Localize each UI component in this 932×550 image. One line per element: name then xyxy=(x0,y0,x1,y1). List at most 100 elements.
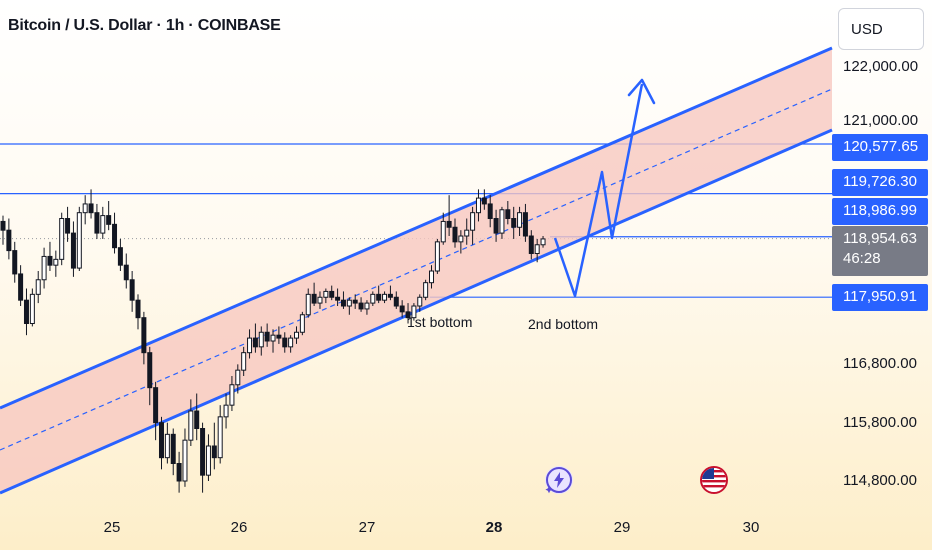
candle-body xyxy=(47,255,53,266)
projection-arrowhead xyxy=(627,78,656,105)
candle-body xyxy=(499,209,505,234)
x-tick-label: 25 xyxy=(103,519,121,536)
candle-body xyxy=(59,218,65,260)
candle-body xyxy=(294,331,299,339)
candle-body xyxy=(376,293,382,301)
candle-body xyxy=(94,212,100,234)
x-tick-label: 26 xyxy=(230,519,248,536)
candle-body xyxy=(200,428,206,476)
candle-body xyxy=(458,235,464,243)
candle-body xyxy=(423,282,429,298)
currency-selector[interactable]: USD xyxy=(838,8,924,50)
candle-body xyxy=(223,404,229,418)
candle-body xyxy=(252,337,258,348)
candle-body xyxy=(112,223,118,249)
channel-fill xyxy=(0,48,832,493)
y-tick-label: 122,000.00 xyxy=(843,58,919,75)
y-tick-label: 115,800.00 xyxy=(843,414,917,431)
candle-body xyxy=(346,299,352,307)
candle-body xyxy=(18,273,24,301)
candle-body xyxy=(106,215,112,225)
candle-body xyxy=(158,422,164,459)
candle-body xyxy=(434,241,440,272)
current-price-tag[interactable]: 118,954.63 46:28 xyxy=(832,226,928,276)
candle-body xyxy=(417,296,423,307)
chart-title: Bitcoin / U.S. Dollar · 1h · COINBASE xyxy=(8,17,281,34)
candle-body xyxy=(311,293,317,304)
x-tick-label: 28 xyxy=(485,519,503,536)
candle-body xyxy=(405,311,411,319)
candle-body xyxy=(411,305,417,319)
price-level-tag[interactable]: 120,577.65 xyxy=(832,134,928,161)
candle-body xyxy=(335,296,341,301)
candle-body xyxy=(517,212,523,228)
us-flag-event-icon[interactable] xyxy=(700,466,728,494)
candle-body xyxy=(329,290,335,298)
candle-body xyxy=(82,203,88,214)
candle-body xyxy=(241,352,247,371)
candle-body xyxy=(35,279,41,295)
candle-body xyxy=(470,212,476,231)
candle-body xyxy=(429,270,435,284)
candle-body xyxy=(282,337,288,348)
candle-body xyxy=(100,215,106,234)
candle-body xyxy=(147,352,153,389)
price-level-tag[interactable]: 118,986.99 xyxy=(832,198,928,225)
candle-body xyxy=(358,302,364,310)
candle-body xyxy=(188,410,194,441)
candle-body xyxy=(364,302,370,310)
candle-body xyxy=(12,250,18,275)
candle-body xyxy=(387,293,393,298)
candle-body xyxy=(528,235,534,255)
price-level-tag[interactable]: 119,726.30 xyxy=(832,169,928,196)
candle-body xyxy=(493,218,499,234)
candle-body xyxy=(264,331,270,342)
candle-body xyxy=(540,238,546,246)
candle-body xyxy=(164,433,170,459)
candle-body xyxy=(446,220,452,228)
current-price-value: 118,954.63 xyxy=(843,230,917,247)
candle-body xyxy=(123,264,129,281)
candle-body xyxy=(229,384,235,406)
candle-body xyxy=(247,337,253,354)
candle-body xyxy=(217,416,223,459)
projection-path xyxy=(553,78,656,298)
price-level-tag[interactable]: 117,950.91 xyxy=(832,284,928,311)
lightning-event-icon[interactable] xyxy=(545,466,573,494)
y-tick-label: 114,800.00 xyxy=(843,472,917,489)
candle-body xyxy=(270,334,276,342)
candle-body xyxy=(65,218,71,234)
candle-countdown: 46:28 xyxy=(843,250,881,267)
candle-body xyxy=(205,445,211,476)
currency-label: USD xyxy=(851,21,883,38)
candle-body xyxy=(340,299,346,307)
candle-body xyxy=(487,203,493,220)
candle-body xyxy=(305,293,311,316)
candle-body xyxy=(317,296,323,304)
candle-body xyxy=(505,209,511,220)
candle-body xyxy=(76,212,82,269)
x-tick-label: 30 xyxy=(742,519,760,536)
candle-body xyxy=(117,247,123,266)
channel-upper-line xyxy=(0,46,833,410)
candles xyxy=(0,189,546,493)
candle-body xyxy=(153,387,159,424)
candle-body xyxy=(352,299,358,304)
candle-body xyxy=(464,229,470,237)
projection-line xyxy=(553,83,644,298)
candle-body xyxy=(6,229,12,252)
candle-body xyxy=(176,463,182,482)
candle-body xyxy=(194,410,200,430)
candle-body xyxy=(511,218,517,228)
candle-body xyxy=(399,305,405,313)
candle-body xyxy=(440,220,446,243)
candle-body xyxy=(288,337,294,348)
second-bottom-label: 2nd bottom xyxy=(528,316,599,332)
candle-body xyxy=(276,334,282,339)
candle-body xyxy=(211,445,217,459)
candle-body xyxy=(88,203,94,214)
x-tick-label: 27 xyxy=(358,519,376,536)
candle-body xyxy=(135,299,141,319)
candle-body xyxy=(258,331,264,348)
